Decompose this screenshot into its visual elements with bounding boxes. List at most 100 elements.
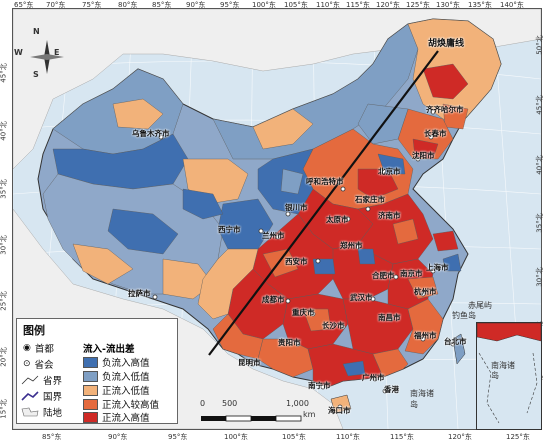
hu-line — [208, 50, 439, 356]
city-label: 沈阳市 — [412, 151, 435, 160]
top-tick: 65°东 — [14, 1, 34, 9]
compass-n: N — [33, 27, 40, 36]
city-label: 台北市 — [444, 337, 467, 346]
legend-category-label: 负流入高值 — [102, 358, 150, 369]
city-label: 合肥市 — [372, 271, 395, 280]
legend-provincial-capital-row: ⊙ 省会 — [23, 357, 54, 371]
legend-category-row: 正流入高值 — [83, 410, 150, 424]
city-label: 南京市 — [400, 269, 423, 278]
west-regions — [42, 68, 274, 300]
city-label: 太原市 — [326, 215, 349, 224]
right-tick: 45°北 — [535, 95, 544, 115]
legend-title: 图例 — [23, 324, 45, 337]
compass-e: E — [54, 48, 60, 57]
provincial-border-icon — [21, 375, 39, 385]
city-label: 杭州市 — [414, 287, 437, 296]
city-label: 成都市 — [262, 295, 285, 304]
city-label: 南昌市 — [378, 313, 401, 322]
top-tick: 125°东 — [406, 1, 430, 9]
city-label: 海口市 — [328, 406, 351, 415]
scale-label-500: 500 — [222, 399, 238, 408]
legend-provincial-border-label: 省界 — [43, 376, 63, 387]
top-tick: 115°东 — [346, 1, 370, 9]
city-label: 福州市 — [414, 331, 437, 340]
top-tick: 75°东 — [82, 1, 102, 9]
left-tick: 20°北 — [0, 347, 8, 367]
legend-land-row: 陆地 — [21, 405, 62, 419]
bottom-tick: 115°东 — [390, 433, 414, 441]
top-tick: 140°东 — [500, 1, 524, 9]
legend-capital-label: 首都 — [34, 344, 54, 355]
north-regions — [212, 18, 502, 160]
left-tick: 25°北 — [0, 291, 8, 311]
city-label: 重庆市 — [292, 308, 315, 317]
nanhai-label: 南海诸岛 — [410, 389, 434, 409]
left-tick: 30°北 — [0, 235, 8, 255]
hu-line-label: 胡焕庸线 — [428, 39, 465, 49]
city-label: 兰州市 — [262, 231, 285, 240]
legend-category-label: 负流入低值 — [102, 372, 150, 383]
city-label: 长春市 — [424, 129, 447, 138]
city-label: 银川市 — [285, 203, 308, 212]
swatch-positive-low — [83, 384, 98, 396]
legend-category-row: 负流入低值 — [83, 369, 150, 383]
bottom-tick: 125°东 — [506, 433, 530, 441]
city-label: 北京市 — [378, 167, 401, 176]
city-label: 郑州市 — [340, 241, 363, 250]
taiwan-island — [452, 333, 466, 365]
scale-bar: 0 500 1,000 km — [200, 399, 315, 428]
compass-w: W — [14, 48, 23, 57]
land-icon — [21, 407, 39, 417]
compass-rose-icon — [30, 40, 64, 74]
legend-category-row: 正流入较高值 — [83, 397, 159, 411]
legend-category-label: 正流入低值 — [102, 386, 150, 397]
top-tick: 110°东 — [316, 1, 340, 9]
scale-label-0: 0 — [200, 399, 206, 408]
legend-category-row: 正流入低值 — [83, 383, 150, 397]
city-label: 长沙市 — [322, 321, 345, 330]
top-tick: 135°东 — [468, 1, 492, 9]
national-border-icon — [21, 391, 39, 401]
provincial-capital-icon: ⊙ — [23, 359, 31, 369]
legend-category-label: 正流入高值 — [102, 413, 150, 424]
top-tick: 120°东 — [376, 1, 400, 9]
chiweiyu-label: 赤尾屿 — [468, 301, 492, 310]
swatch-negative-high — [83, 356, 98, 368]
legend-provincial-capital-label: 省会 — [34, 360, 54, 371]
right-tick: 35°北 — [535, 213, 544, 233]
top-tick: 130°东 — [436, 1, 460, 9]
left-tick: 15°北 — [0, 399, 8, 419]
right-tick: 40°北 — [535, 155, 544, 175]
left-tick: 40°北 — [0, 121, 8, 141]
scale-bar-graphic — [201, 415, 302, 422]
scale-label-1000: 1,000 — [286, 399, 309, 408]
bottom-tick: 90°东 — [108, 433, 128, 441]
left-tick: 35°北 — [0, 179, 8, 199]
city-label: 西安市 — [285, 257, 308, 266]
right-tick: 30°北 — [535, 267, 544, 287]
scale-unit: km — [303, 410, 316, 419]
city-label: 齐齐哈尔市 — [426, 105, 464, 114]
diaoyudao-label: 钓鱼岛 — [452, 311, 476, 320]
swatch-negative-low — [83, 370, 98, 382]
neighbour-land-north — [13, 9, 541, 170]
bottom-tick: 95°东 — [168, 433, 188, 441]
bottom-tick: 85°东 — [42, 433, 62, 441]
legend-provincial-border-row: 省界 — [21, 373, 62, 387]
bottom-tick: 100°东 — [224, 433, 248, 441]
legend-category-label: 正流入较高值 — [102, 400, 160, 411]
inset-label: 南海诸岛 — [491, 361, 515, 380]
swatch-positive-high — [83, 411, 98, 423]
capital-icon: ◉ — [23, 343, 31, 353]
city-label: 香港 — [384, 385, 399, 394]
city-label: 石家庄市 — [355, 195, 385, 204]
city-label: 南宁市 — [308, 381, 331, 390]
top-tick: 80°东 — [118, 1, 138, 9]
city-label: 广州市 — [362, 373, 385, 382]
top-tick: 85°东 — [152, 1, 172, 9]
top-tick: 90°东 — [186, 1, 206, 9]
bottom-tick: 105°东 — [282, 433, 306, 441]
city-label: 乌鲁木齐市 — [132, 129, 170, 138]
legend-category-title: 流入-流出差 — [83, 344, 135, 355]
south-china-sea-inset: 南海诸岛 — [476, 322, 542, 430]
